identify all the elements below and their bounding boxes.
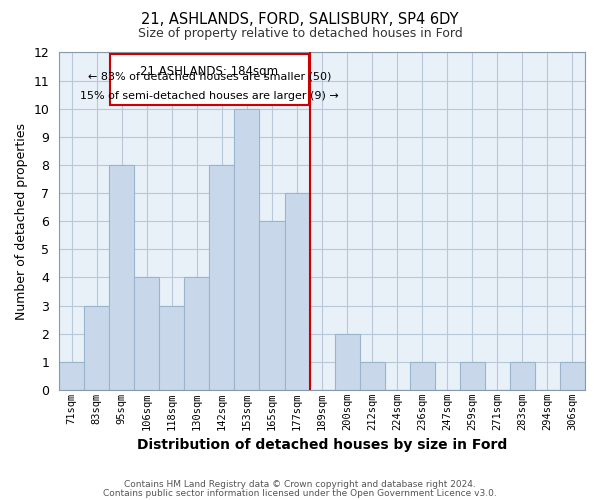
Bar — [359, 362, 385, 390]
Text: Contains public sector information licensed under the Open Government Licence v3: Contains public sector information licen… — [103, 489, 497, 498]
Bar — [184, 278, 209, 390]
Bar — [109, 165, 134, 390]
Bar — [284, 193, 310, 390]
Text: 21 ASHLANDS: 184sqm: 21 ASHLANDS: 184sqm — [140, 64, 278, 78]
Bar — [235, 108, 259, 390]
Y-axis label: Number of detached properties: Number of detached properties — [15, 122, 28, 320]
Bar — [209, 165, 235, 390]
Bar — [160, 306, 184, 390]
Text: ← 83% of detached houses are smaller (50): ← 83% of detached houses are smaller (50… — [88, 72, 331, 82]
FancyBboxPatch shape — [110, 54, 309, 104]
Bar — [510, 362, 535, 390]
Bar — [560, 362, 585, 390]
Text: Contains HM Land Registry data © Crown copyright and database right 2024.: Contains HM Land Registry data © Crown c… — [124, 480, 476, 489]
Bar — [460, 362, 485, 390]
Bar — [84, 306, 109, 390]
Bar — [59, 362, 84, 390]
Text: 21, ASHLANDS, FORD, SALISBURY, SP4 6DY: 21, ASHLANDS, FORD, SALISBURY, SP4 6DY — [141, 12, 459, 28]
Text: 15% of semi-detached houses are larger (9) →: 15% of semi-detached houses are larger (… — [80, 90, 339, 101]
Bar — [134, 278, 160, 390]
Bar — [410, 362, 435, 390]
Bar — [259, 221, 284, 390]
Text: Size of property relative to detached houses in Ford: Size of property relative to detached ho… — [137, 28, 463, 40]
Bar — [335, 334, 359, 390]
X-axis label: Distribution of detached houses by size in Ford: Distribution of detached houses by size … — [137, 438, 507, 452]
